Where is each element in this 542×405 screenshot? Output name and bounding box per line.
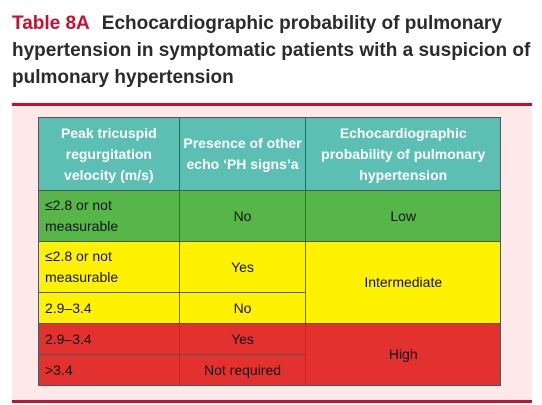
ph-signs-cell: No — [178, 190, 307, 242]
table-row: 2.9–3.4 No — [38, 292, 501, 324]
velocity-cell: ≤2.8 or not measurable — [38, 190, 180, 242]
velocity-cell: 2.9–3.4 — [38, 323, 180, 355]
ph-signs-cell: Yes — [178, 323, 307, 355]
ph-signs-cell: Not required — [178, 354, 307, 386]
top-rule — [12, 103, 532, 106]
probability-table: Peak tricuspid regurgitation velocity (m… — [38, 117, 501, 386]
velocity-cell: 2.9–3.4 — [38, 292, 180, 324]
table-caption: Echocardiographic probability of pulmona… — [12, 13, 531, 88]
probability-high: High — [305, 323, 501, 386]
bottom-rule — [12, 400, 532, 403]
table-row: ≤2.8 or not measurable No Low — [38, 190, 501, 242]
velocity-cell: >3.4 — [38, 354, 180, 386]
table-row: ≤2.8 or not measurable Yes Intermediate — [38, 241, 501, 324]
table-number: Table 8A — [12, 13, 90, 34]
header-probability: Echocardiographic probability of pulmona… — [305, 117, 501, 191]
probability-intermediate: Intermediate — [305, 241, 501, 324]
header-ph-signs: Presence of other echo ‘PH signs’a — [178, 117, 307, 191]
ph-signs-cell: No — [178, 292, 307, 324]
table-row: >3.4 Not required — [38, 354, 501, 386]
velocity-cell: ≤2.8 or not measurable — [38, 241, 180, 293]
table-row: 2.9–3.4 Yes High — [38, 323, 501, 386]
table-title: Table 8A Echocardiographic probability of… — [12, 10, 537, 91]
ph-signs-cell: Yes — [178, 241, 307, 293]
probability-low: Low — [305, 190, 501, 242]
header-velocity: Peak tricuspid regurgitation velocity (m… — [38, 117, 180, 191]
header-row: Peak tricuspid regurgitation velocity (m… — [38, 117, 501, 191]
